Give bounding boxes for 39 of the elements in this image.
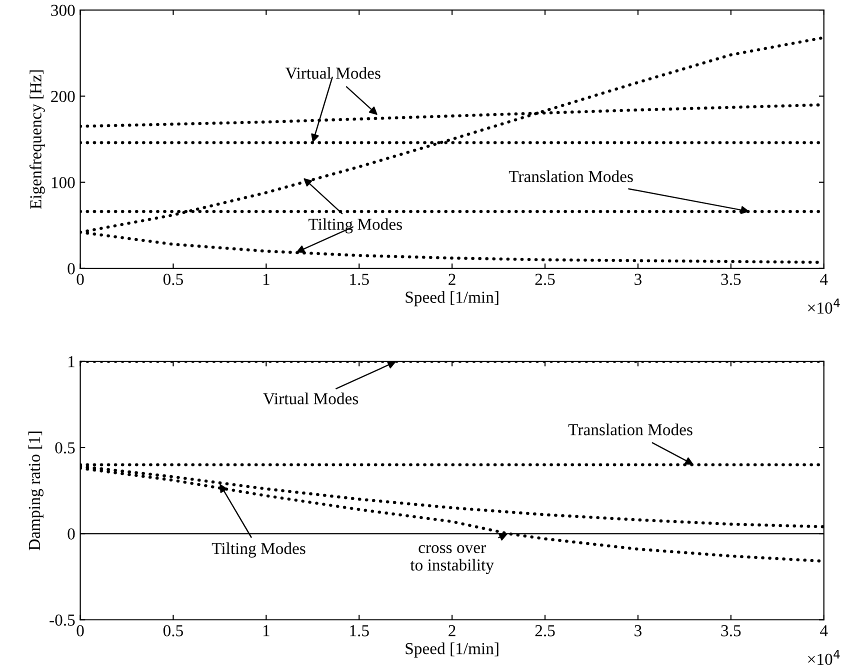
x-tick-label: 3.5 bbox=[721, 625, 741, 636]
x-axis-title: Speed [1/min] bbox=[406, 642, 498, 658]
annotation: cross over to instability bbox=[410, 545, 494, 574]
x-tick-label: 1 bbox=[263, 625, 270, 636]
annotation: Virtual Modes bbox=[263, 392, 358, 404]
annotation: Tilting Modes bbox=[212, 542, 306, 558]
y-tick-label: 1 bbox=[68, 356, 74, 368]
x-tick-label: 2.5 bbox=[535, 274, 555, 286]
x-axis-title: Speed [1/min] bbox=[406, 291, 498, 306]
x-tick-label: 1.5 bbox=[350, 274, 369, 286]
annotation: Translation Modes bbox=[568, 424, 692, 436]
text: ×10$^{4}$ bbox=[808, 298, 840, 314]
y-tick-label: 0 bbox=[68, 263, 75, 274]
y-tick-label: 0.5 bbox=[55, 442, 75, 454]
y-tick-label: 0 bbox=[68, 528, 75, 540]
y-tick-label: 100 bbox=[52, 176, 75, 188]
y-axis-title: Eigenfrequency [Hz] bbox=[30, 70, 45, 209]
x-tick-label: 1 bbox=[263, 274, 270, 285]
y-tick-label: 300 bbox=[51, 4, 75, 16]
x-tick-label: 2 bbox=[448, 274, 456, 285]
annotation: Tilting Modes bbox=[308, 218, 402, 234]
x-tick-label: 1.5 bbox=[350, 625, 369, 636]
x-tick-label: 4 bbox=[820, 625, 828, 636]
y-tick-label: -0.5 bbox=[50, 614, 75, 626]
y-tick-label: 200 bbox=[51, 90, 75, 102]
x-tick-label: 0.5 bbox=[163, 274, 183, 286]
x-tick-label: 2.5 bbox=[535, 625, 555, 636]
annotation: Translation Modes bbox=[508, 170, 633, 182]
x-tick-label: 0 bbox=[76, 274, 84, 285]
annotation: Virtual Modes bbox=[285, 67, 380, 79]
y-axis-title: Damping ratio [1] bbox=[28, 432, 44, 550]
text: ×10$^{4}$ bbox=[808, 650, 840, 665]
x-tick-label: 0.5 bbox=[163, 625, 183, 636]
x-tick-label: 3.5 bbox=[721, 274, 741, 286]
x-tick-label: 3 bbox=[634, 274, 642, 285]
x-tick-label: 4 bbox=[820, 274, 828, 285]
x-tick-label: 2 bbox=[448, 625, 456, 636]
x-tick-label: 0 bbox=[76, 625, 84, 636]
x-tick-label: 3 bbox=[634, 625, 642, 636]
